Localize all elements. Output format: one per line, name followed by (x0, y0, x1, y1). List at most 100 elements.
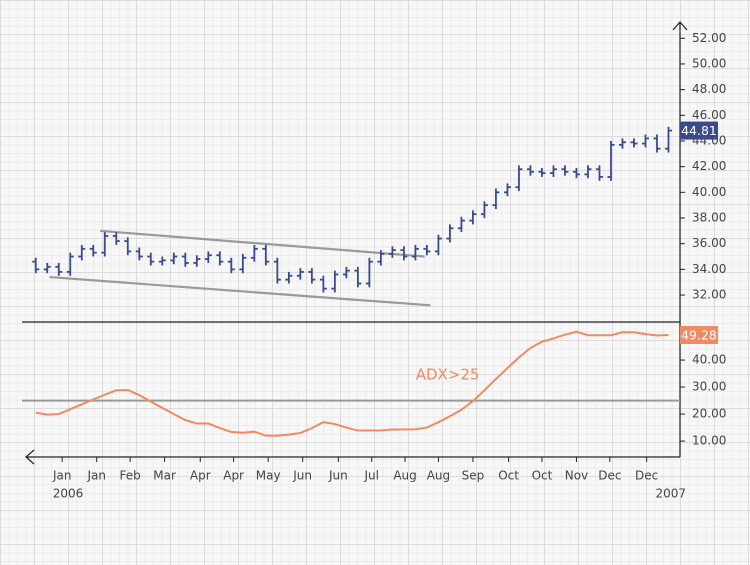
last-value-label: 49.28 (681, 328, 717, 343)
x-tick-label: Jan (52, 469, 72, 483)
ohlc-bar (503, 183, 511, 197)
ohlc-bar (618, 138, 626, 149)
ohlc-bar (572, 167, 580, 179)
ohlc-bar (607, 140, 615, 181)
y-tick-label: 32.00 (692, 288, 726, 302)
y-axis-arrow (672, 21, 688, 31)
x-axis-arrow (25, 449, 35, 465)
ohlc-bar (469, 210, 477, 225)
trend-line (49, 275, 431, 307)
ohlc-bar (296, 268, 304, 280)
ohlc-bar (446, 224, 454, 243)
x-tick-label: May (256, 469, 281, 483)
ohlc-bar (193, 255, 201, 267)
y-tick-label: 42.00 (692, 159, 726, 173)
y-tick-label: 34.00 (692, 262, 726, 276)
ohlc-bar (423, 244, 431, 256)
ohlc-bar (653, 134, 661, 153)
ohlc-bar (584, 165, 592, 179)
ohlc-bar (319, 275, 327, 293)
ohlc-bar (342, 266, 350, 279)
ohlc-bar (549, 165, 557, 177)
last-value-label: 44.81 (681, 123, 717, 138)
y-tick-label: 10.00 (692, 434, 726, 448)
trend-line (100, 229, 425, 258)
ohlc-bar (32, 257, 40, 274)
last-value-marker: 44.81 (680, 121, 718, 140)
ohlc-bar (457, 216, 465, 233)
x-tick-label: Aug (427, 469, 450, 483)
ohlc-bar (170, 252, 178, 265)
y-tick-label: 20.00 (692, 407, 726, 421)
ohlc-bar (595, 165, 603, 181)
x-tick-label: Apr (190, 469, 211, 483)
ohlc-bar (66, 252, 74, 276)
year-label: 2006 (53, 487, 84, 501)
ohlc-bar (400, 246, 408, 261)
x-tick-label: Apr (223, 469, 244, 483)
ohlc-bar (124, 237, 132, 256)
ohlc-bar (388, 246, 396, 258)
ohlc-bar (239, 253, 247, 274)
ohlc-bar (216, 251, 224, 266)
ohlc-bar (664, 126, 672, 153)
y-tick-label: 50.00 (692, 56, 726, 70)
x-tick-label: Sep (462, 469, 485, 483)
ohlc-bar (181, 252, 189, 267)
ohlc-bar (285, 271, 293, 284)
y-tick-label: 36.00 (692, 236, 726, 250)
ohlc-bar (561, 165, 569, 176)
x-tick-label: Oct (532, 469, 553, 483)
last-value-box (680, 121, 718, 140)
ohlc-bar (538, 167, 546, 177)
ohlc-bar (434, 234, 442, 256)
ohlc-bar (227, 257, 235, 274)
ohlc-bar (204, 251, 212, 263)
x-tick-label: Dec (598, 469, 621, 483)
adx-line (35, 330, 669, 437)
y-tick-label: 52.00 (692, 31, 726, 45)
y-tick-label: 48.00 (692, 82, 726, 96)
x-tick-label: Nov (565, 469, 588, 483)
ohlc-bar (492, 188, 500, 210)
ohlc-bar (526, 165, 534, 176)
ohlc-bar (630, 138, 638, 148)
last-value-marker: 49.28 (680, 326, 718, 345)
ohlc-bar (365, 257, 373, 288)
ohlc-bar (480, 201, 488, 219)
y-tick-label: 30.00 (692, 380, 726, 394)
ohlc-bar (158, 256, 166, 266)
ohlc-bar (112, 232, 120, 245)
ohlc-bar (262, 244, 270, 266)
ohlc-bar (411, 244, 419, 261)
ohlc-bar (250, 244, 258, 262)
ohlc-bar (43, 262, 51, 274)
x-tick-label: Aug (393, 469, 416, 483)
y-tick-label: 38.00 (692, 211, 726, 225)
annotation: ADX>25 (416, 366, 480, 384)
ohlc-bar (331, 270, 339, 293)
ohlc-bar (273, 257, 281, 284)
x-tick-label: Feb (119, 469, 140, 483)
last-value-box (680, 326, 718, 345)
year-label: 2007 (656, 487, 687, 501)
y-tick-label: 46.00 (692, 108, 726, 122)
ohlc-bar (515, 165, 523, 192)
ohlc-bar (101, 232, 109, 257)
ohlc-bar (78, 244, 86, 261)
x-tick-label: Mar (153, 469, 176, 483)
ohlc-bar (377, 250, 385, 266)
ohlc-bar (135, 247, 143, 261)
x-tick-label: Jul (363, 469, 378, 483)
ohlc-bar (147, 252, 155, 266)
x-tick-label: Jun (292, 469, 312, 483)
ohlc-bar (308, 268, 316, 284)
x-tick-label: Dec (635, 469, 658, 483)
ohlc-bar (354, 266, 362, 288)
y-tick-label: 40.00 (692, 185, 726, 199)
ohlc-bar (641, 134, 649, 148)
x-tick-label: Jan (86, 469, 106, 483)
ohlc-bar (89, 244, 97, 257)
